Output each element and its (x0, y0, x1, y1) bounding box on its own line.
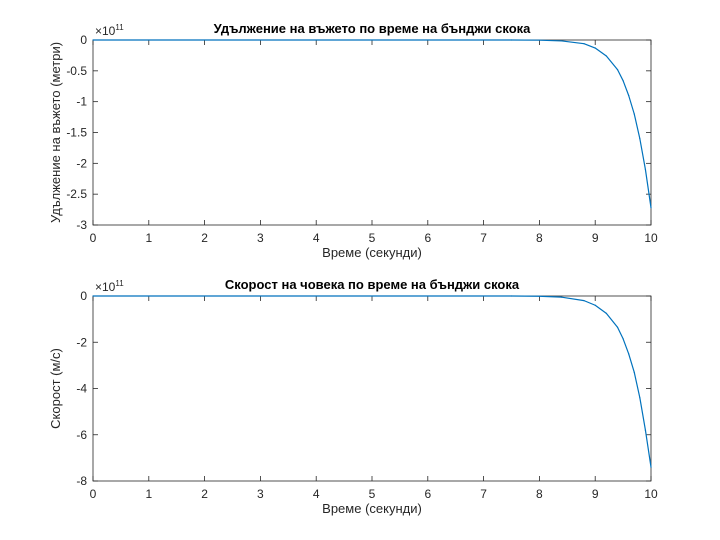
elongation-xtick-label: 4 (313, 231, 320, 245)
elongation-axes: 0 1 2 3 4 5 6 7 8 9 10 0 -0.5 -1 -1.5 -2 -2.5 -3 ×1011 Удъл… (48, 21, 658, 260)
elongation-data-point (510, 39, 513, 41)
elongation-xtick-label: 7 (480, 231, 487, 245)
velocity-data-point (538, 295, 541, 297)
elongation-ytick-label: -0.5 (66, 64, 87, 78)
elongation-data-point (644, 168, 647, 171)
velocity-xtick-label: 10 (644, 487, 658, 501)
velocity-data-point (92, 295, 94, 297)
elongation-data-point (633, 113, 635, 115)
velocity-y-axis-label: Скорост (м/с) (48, 348, 63, 429)
velocity-chart-title: Скорост на човека по време на бънджи ско… (225, 277, 520, 292)
velocity-series-line (93, 295, 652, 468)
elongation-chart-title: Удължение на въжето по време на бънджи с… (214, 21, 532, 36)
velocity-xtick-label: 2 (201, 487, 208, 501)
elongation-data-point (628, 94, 630, 97)
elongation-data-point (594, 47, 596, 49)
elongation-plot-frame (92, 39, 652, 226)
velocity-xtick-label: 7 (480, 487, 487, 501)
velocity-xtick-label: 3 (257, 487, 264, 501)
elongation-ytick-label: 0 (80, 33, 87, 47)
velocity-data-point (633, 371, 635, 373)
velocity-data-point (628, 353, 630, 355)
elongation-data-point (561, 40, 563, 42)
velocity-data-point (605, 312, 607, 314)
velocity-ytick-label: 0 (80, 289, 87, 303)
elongation-ytick-label: -1 (76, 95, 87, 109)
velocity-xtick-label: 6 (424, 487, 431, 501)
elongation-data-point (616, 69, 619, 71)
elongation-data-point (538, 39, 541, 41)
elongation-xtick-label: 8 (536, 231, 543, 245)
elongation-exponent-base: ×10 (95, 24, 116, 38)
elongation-data-point (639, 138, 641, 140)
velocity-axes: 0 1 2 3 4 5 6 7 8 9 10 0 -2 -4 -6 -8 ×1011 Скорост на чов… (48, 277, 658, 516)
velocity-exponent-label: ×1011 (95, 279, 124, 294)
elongation-ytick-label: -3 (76, 218, 87, 232)
velocity-data-point (616, 326, 619, 328)
velocity-xtick-label: 8 (536, 487, 543, 501)
velocity-x-axis-label: Време (секунди) (322, 501, 422, 516)
elongation-data-point (650, 207, 652, 209)
elongation-xtick-label: 9 (592, 231, 599, 245)
elongation-data-point (92, 39, 94, 41)
elongation-xtick-label: 2 (201, 231, 208, 245)
velocity-xtick-label: 5 (369, 487, 376, 501)
elongation-ytick-label: -2 (76, 156, 87, 170)
elongation-exponent-label: ×1011 (95, 23, 124, 38)
velocity-ytick-label: -4 (76, 382, 87, 396)
elongation-y-axis-label: Удължение на въжето (метри) (48, 42, 63, 223)
elongation-data-point (605, 55, 607, 57)
velocity-data-point (561, 296, 563, 298)
velocity-data-point (583, 300, 585, 302)
velocity-ytick-label: -2 (76, 335, 87, 349)
elongation-ytick-label: -1.5 (66, 126, 87, 140)
elongation-xtick-label: 3 (257, 231, 264, 245)
velocity-xtick-label: 1 (145, 487, 152, 501)
velocity-ytick-label: -8 (76, 474, 87, 488)
velocity-xtick-label: 9 (592, 487, 599, 501)
velocity-data-point (644, 429, 647, 431)
velocity-xtick-label: 4 (313, 487, 320, 501)
elongation-xtick-label: 6 (424, 231, 431, 245)
elongation-series-line (93, 39, 652, 208)
velocity-data-point (622, 338, 624, 340)
elongation-data-point (622, 80, 624, 82)
velocity-data-point (510, 295, 513, 297)
velocity-plot-frame (92, 295, 652, 482)
elongation-x-axis-label: Време (секунди) (322, 245, 422, 260)
velocity-data-point (639, 397, 641, 399)
elongation-xtick-label: 5 (369, 231, 376, 245)
velocity-data-point (594, 304, 596, 306)
velocity-exponent-base: ×10 (95, 280, 116, 294)
elongation-exponent-power: 11 (115, 23, 124, 32)
elongation-data-point (583, 43, 585, 45)
velocity-ytick-label: -6 (76, 428, 87, 442)
elongation-ytick-label: -2.5 (66, 187, 87, 201)
velocity-data-point (650, 466, 652, 468)
elongation-xtick-label: 0 (90, 231, 97, 245)
elongation-xtick-label: 10 (644, 231, 658, 245)
velocity-exponent-power: 11 (115, 279, 124, 288)
elongation-xtick-label: 1 (145, 231, 152, 245)
velocity-xtick-label: 0 (90, 487, 97, 501)
